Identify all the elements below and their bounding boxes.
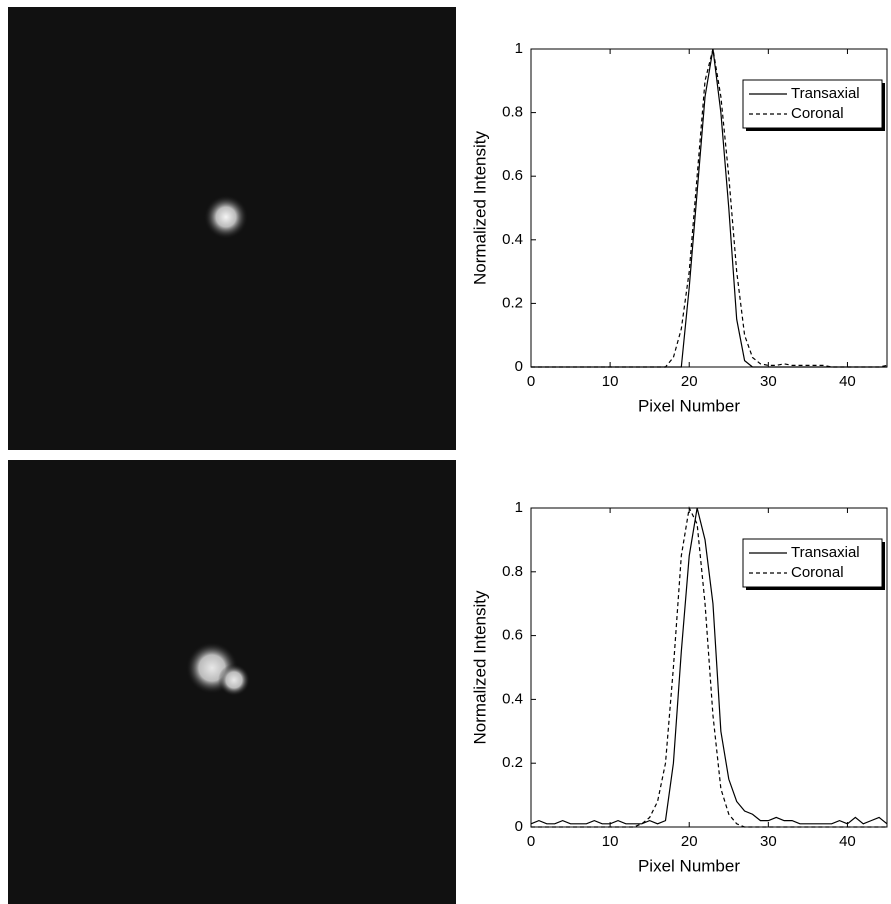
x-tick-label: 10 [602,373,619,390]
y-tick-label: 0 [515,358,523,375]
legend [742,79,883,129]
x-tick-label: 0 [527,373,535,390]
series-line [531,48,888,368]
legend-label: Transaxial [791,85,860,102]
y-tick-label: 1 [515,499,523,516]
y-tick-label: 0.2 [502,754,523,771]
x-tick-label: 40 [839,373,856,390]
y-axis-label: Normalized Intensity [470,131,489,286]
legend-label: Transaxial [791,544,860,561]
image-blob [204,195,248,239]
x-axis-label: Pixel Number [638,396,740,415]
x-tick-label: 0 [527,833,535,850]
x-tick-label: 40 [839,833,856,850]
legend-label: Coronal [791,105,844,122]
x-tick-label: 30 [760,373,777,390]
y-axis-label: Normalized Intensity [470,590,489,745]
series-line [531,506,887,828]
x-axis-label: Pixel Number [638,856,740,875]
y-tick-label: 0.6 [502,627,523,644]
y-tick-label: 0.8 [502,104,523,121]
series-line [530,507,888,825]
y-tick-label: 1 [515,40,523,57]
y-tick-label: 0 [515,818,523,835]
y-tick-label: 0.6 [502,167,523,184]
y-tick-label: 0.8 [502,563,523,580]
x-tick-label: 20 [681,373,698,390]
legend-label: Coronal [791,564,844,581]
image-blob [218,664,250,696]
x-tick-label: 20 [681,833,698,850]
legend [742,538,883,588]
x-tick-label: 10 [602,833,619,850]
y-tick-label: 0.4 [502,690,523,707]
y-tick-label: 0.2 [502,294,523,311]
y-tick-label: 0.4 [502,231,523,248]
x-tick-label: 30 [760,833,777,850]
